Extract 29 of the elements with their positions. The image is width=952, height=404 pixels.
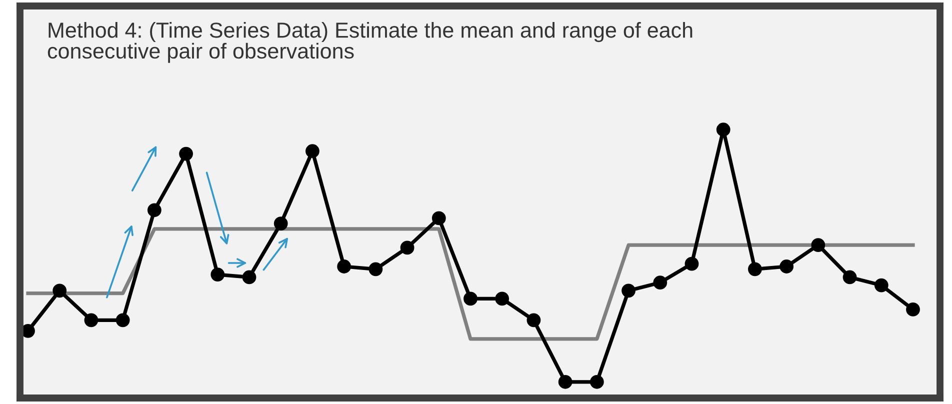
point: [622, 284, 636, 298]
point: [780, 260, 794, 274]
point: [842, 270, 857, 284]
point: [179, 146, 193, 161]
point: [84, 313, 98, 328]
point: [716, 122, 730, 137]
point: [368, 262, 383, 276]
point: [906, 302, 920, 316]
point: [116, 313, 130, 328]
point: [242, 270, 256, 284]
point: [432, 211, 446, 226]
point: [748, 262, 762, 276]
point: [811, 238, 826, 252]
point: [210, 268, 225, 282]
point: [590, 374, 604, 389]
point: [653, 276, 668, 290]
point: [464, 292, 478, 306]
point: [558, 374, 572, 389]
point: [147, 203, 162, 218]
point: [684, 256, 699, 271]
point: [52, 284, 67, 298]
point: [495, 292, 510, 306]
chart-title: Method 4: (Time Series Data) Estimate the mean and range of each consecutive pair of observations: [48, 22, 692, 63]
point: [337, 260, 352, 274]
point: [526, 313, 541, 328]
point: [274, 216, 288, 231]
point: [874, 278, 888, 292]
point: [306, 144, 320, 158]
point: [400, 240, 414, 255]
